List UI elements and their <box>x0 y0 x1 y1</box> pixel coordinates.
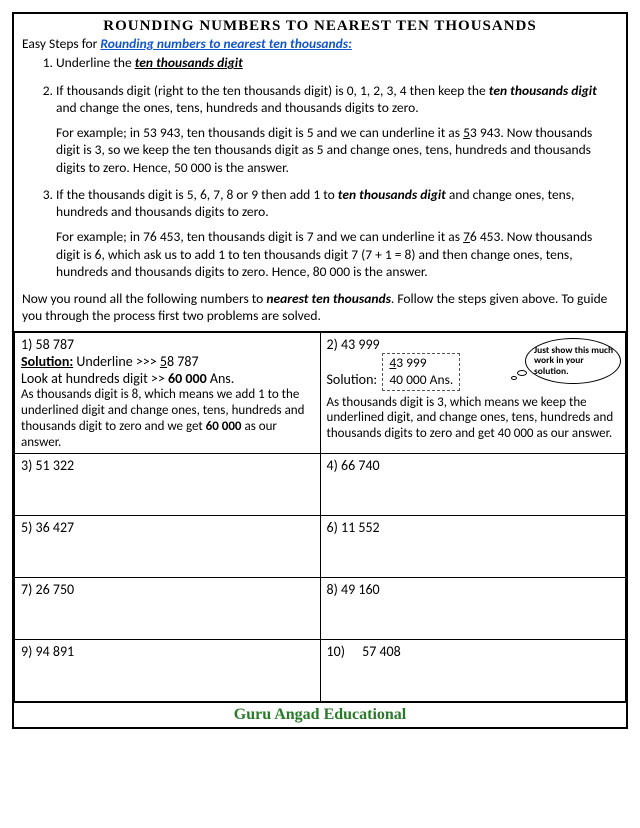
step-2: If thousands digit (right to the ten tho… <box>56 82 618 176</box>
p1-solution-label: Solution: <box>21 353 73 370</box>
p6: 6) 11 552 <box>327 519 380 536</box>
step3-a: If the thousands digit is 5, 6, 7, 8 or … <box>56 186 338 203</box>
p1-sol-text: Underline >>> <box>73 353 160 370</box>
intro-lead: Easy Steps for <box>22 35 100 52</box>
worksheet: ROUNDING NUMBERS TO NEAREST TEN THOUSAND… <box>12 12 628 729</box>
step2-example: For example; in 53 943, ten thousands di… <box>56 124 618 176</box>
cell-3: 3) 51 322 <box>15 454 321 516</box>
p2-box-rest: 3 999 <box>396 354 426 371</box>
cell-6: 6) 11 552 <box>320 516 626 578</box>
callout-bubble: Just show this much work in your solutio… <box>525 338 621 384</box>
p2-box-answer: 40 000 Ans. <box>389 371 453 388</box>
step3-b: ten thousands digit <box>338 186 446 203</box>
step2-a: If thousands digit (right to the ten tho… <box>56 82 489 99</box>
cell-9: 9) 94 891 <box>15 640 321 702</box>
intro-block: Easy Steps for Rounding numbers to neare… <box>14 35 626 331</box>
steps-list: Underline the ten thousands digit If tho… <box>22 54 618 280</box>
step3-ex-lead: For example; in 76 453, ten thousands di… <box>56 228 463 245</box>
p3: 3) 51 322 <box>21 457 74 474</box>
cell-2: 2) 43 999 Solution: 43 999 40 000 Ans. J… <box>320 332 626 454</box>
p10: 10) 57 408 <box>327 643 401 660</box>
p1-look-line: Look at hundreds digit >> 60 000 Ans. <box>21 370 314 387</box>
step2-c: and change the ones, tens, hundreds and … <box>56 99 419 116</box>
p1-explanation: As thousands digit is 8, which means we … <box>21 387 314 450</box>
instructions: Now you round all the following numbers … <box>22 290 618 325</box>
step-3: If the thousands digit is 5, 6, 7, 8 or … <box>56 186 618 280</box>
callout-tail2-icon <box>511 376 517 380</box>
p1-answer: 60 000 <box>168 370 207 387</box>
p7: 7) 26 750 <box>21 581 74 598</box>
cell-7: 7) 26 750 <box>15 578 321 640</box>
instr-b: nearest ten thousands <box>266 290 391 307</box>
p8: 8) 49 160 <box>327 581 380 598</box>
step2-ex-underlined: 5 <box>463 124 470 141</box>
step-1: Underline the ten thousands digit <box>56 54 618 71</box>
p1-sol-under: 5 <box>160 353 167 370</box>
step2-b: ten thousands digit <box>489 82 597 99</box>
intro-link[interactable]: Rounding numbers to nearest ten thousand… <box>100 35 351 52</box>
p2-solution-label: Solution: <box>327 371 378 388</box>
p1-number: 1) 58 787 <box>21 336 314 353</box>
problems-table: 1) 58 787 Solution: Underline >>> 58 787… <box>14 331 626 703</box>
cell-5: 5) 36 427 <box>15 516 321 578</box>
title: ROUNDING NUMBERS TO NEAREST TEN THOUSAND… <box>14 14 626 35</box>
cell-1: 1) 58 787 Solution: Underline >>> 58 787… <box>15 332 321 454</box>
cell-10: 10) 57 408 <box>320 640 626 702</box>
p1-look: Look at hundreds digit >> <box>21 370 168 387</box>
p1-sol-rest: 8 787 <box>167 353 199 370</box>
step2-ex-lead: For example; in 53 943, ten thousands di… <box>56 124 463 141</box>
p2-explanation: As thousands digit is 3, which means we … <box>327 395 620 443</box>
instr-a: Now you round all the following numbers … <box>22 290 266 307</box>
p1-expl-ans: 60 000 <box>206 419 242 434</box>
step3-example: For example; in 76 453, ten thousands di… <box>56 228 618 280</box>
step1-a: Underline the <box>56 54 135 71</box>
cell-8: 8) 49 160 <box>320 578 626 640</box>
footer: Guru Angad Educational <box>14 702 626 727</box>
p4: 4) 66 740 <box>327 457 380 474</box>
p2-work-box: 43 999 40 000 Ans. <box>382 353 460 391</box>
step1-b: ten thousands digit <box>135 54 243 71</box>
cell-4: 4) 66 740 <box>320 454 626 516</box>
p5: 5) 36 427 <box>21 519 74 536</box>
p1-solution-line: Solution: Underline >>> 58 787 <box>21 353 314 370</box>
p1-ans-suffix: Ans. <box>207 370 235 387</box>
p9: 9) 94 891 <box>21 643 74 660</box>
step3-ex-underlined: 7 <box>463 228 470 245</box>
callout-tail-icon <box>517 370 527 376</box>
